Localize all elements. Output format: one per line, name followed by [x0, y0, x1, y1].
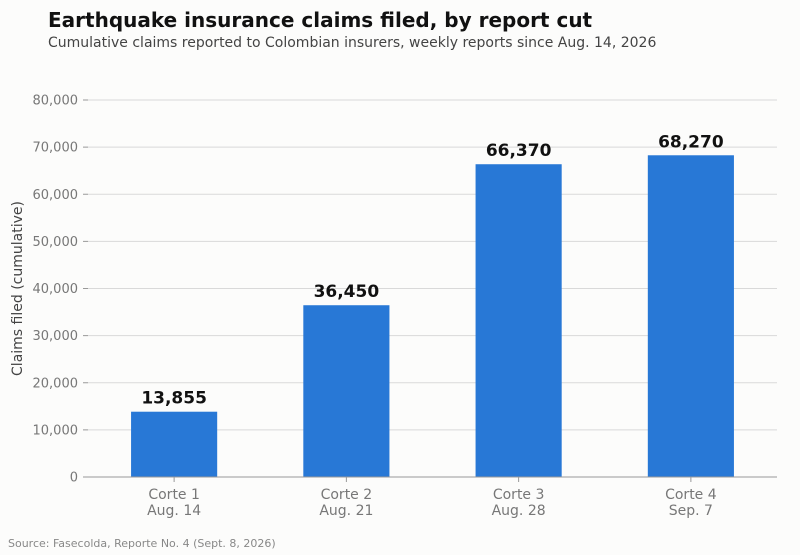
x-category-label: Aug. 28 — [492, 503, 546, 519]
x-category-label: Aug. 14 — [147, 503, 201, 519]
y-tick-label: 60,000 — [33, 188, 79, 203]
y-tick-label: 80,000 — [33, 94, 79, 109]
bars — [131, 155, 734, 477]
x-category-label: Corte 4 — [665, 487, 717, 503]
y-tick-label: 10,000 — [33, 423, 79, 438]
bar-value-label: 36,450 — [314, 282, 380, 302]
y-tick-label: 20,000 — [33, 376, 79, 391]
chart-title: Earthquake insurance claims filed, by re… — [48, 8, 593, 32]
bar-value-label: 66,370 — [486, 141, 552, 161]
y-tick-label: 40,000 — [33, 282, 79, 297]
bar — [131, 411, 218, 477]
y-tick-label: 50,000 — [33, 235, 79, 250]
y-axis-title: Claims filed (cumulative) — [10, 201, 26, 376]
data-labels: 13,855 36,450 66,370 68,270 — [141, 132, 724, 408]
x-category-label: Sep. 7 — [669, 503, 713, 519]
bar — [475, 164, 562, 477]
x-category-label: Aug. 21 — [319, 503, 373, 519]
source-note: Source: Fasecolda, Reporte No. 4 (Sept. … — [8, 537, 276, 550]
bar-value-label: 13,855 — [141, 389, 207, 409]
bar — [303, 305, 390, 477]
bar-value-label: 68,270 — [658, 132, 724, 152]
bar — [647, 155, 734, 477]
y-tick-label: 30,000 — [33, 329, 79, 344]
x-category-label: Corte 3 — [493, 487, 545, 503]
y-tick-label: 70,000 — [33, 141, 79, 156]
x-category-label: Corte 1 — [148, 487, 200, 503]
chart-subtitle: Cumulative claims reported to Colombian … — [48, 35, 657, 51]
y-axis-ticks: 0 10,000 20,000 30,000 40,000 50,000 60,000 70,… — [33, 94, 88, 486]
y-tick-label: 0 — [70, 471, 78, 486]
x-category-label: Corte 2 — [321, 487, 373, 503]
